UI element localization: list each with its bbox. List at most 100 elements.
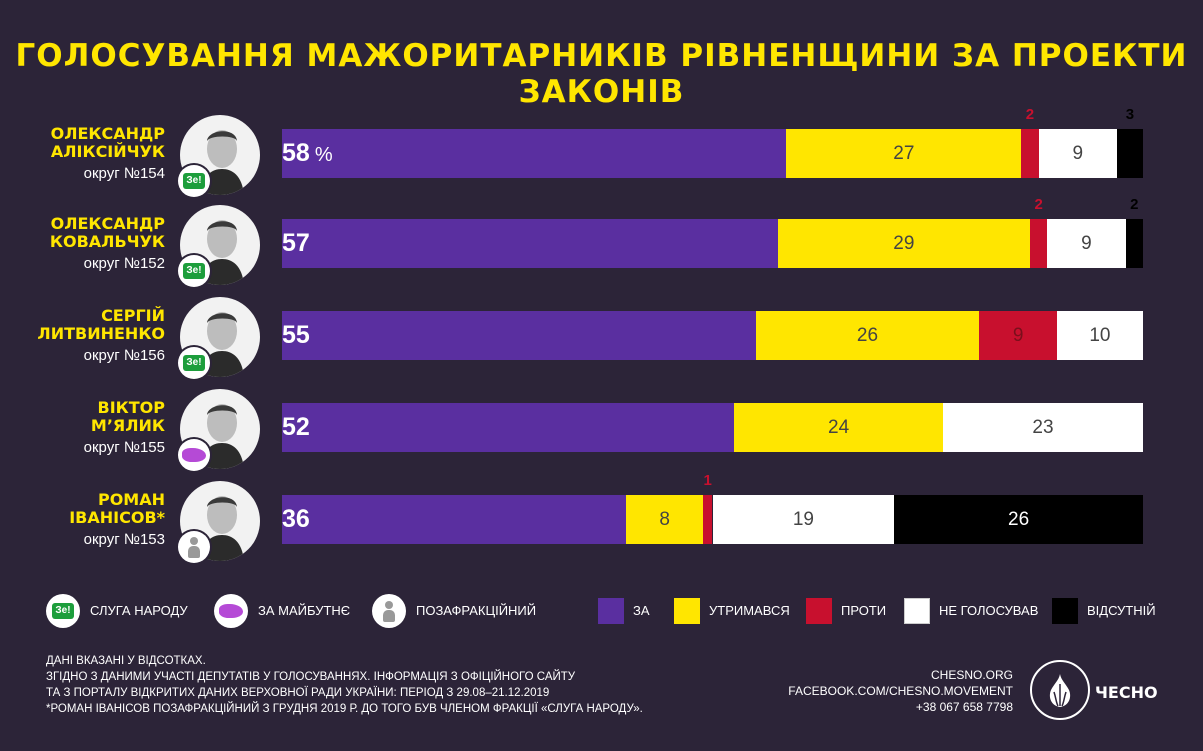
percent-sign: % bbox=[314, 144, 333, 166]
bar-segment-for bbox=[282, 129, 787, 178]
servant-of-people-icon: Зе! bbox=[46, 594, 80, 628]
deputy-row: РОМАН ІВАНІСОВ* округ №153 36 8 1 19 26 bbox=[0, 472, 1203, 571]
legend-vote-absent: ВІДСУТНІЙ bbox=[1087, 603, 1156, 618]
deputy-last-name: ІВАНІСОВ* bbox=[69, 508, 165, 527]
legend-swatch-against bbox=[806, 598, 832, 624]
bar-segment-against bbox=[1021, 129, 1039, 178]
footer-note: ТА З ПОРТАЛУ ВІДКРИТИХ ДАНИХ ВЕРХОВНОЇ Р… bbox=[46, 687, 550, 699]
bar-label-not-voted: 9 bbox=[1081, 233, 1092, 254]
deputy-first-name: РОМАН bbox=[97, 490, 165, 509]
deputy-name: РОМАН ІВАНІСОВ* bbox=[20, 491, 165, 527]
bar-segment-not-voted bbox=[942, 403, 1143, 452]
bar-segment-absent bbox=[894, 495, 1143, 544]
footer-note: ДАНІ ВКАЗАНІ У ВІДСОТКАХ. bbox=[46, 655, 206, 667]
bar-label-for: 55 bbox=[282, 311, 310, 360]
legend-vote-abstain: УТРИМАВСЯ bbox=[709, 603, 790, 618]
legend-swatch-abstain bbox=[674, 598, 700, 624]
deputy-district: округ №155 bbox=[83, 439, 165, 456]
deputy-last-name: М’ЯЛИК bbox=[90, 416, 165, 435]
deputy-photo bbox=[180, 205, 260, 285]
servant-of-people-badge-icon: Зе! bbox=[178, 347, 210, 379]
bar-segment-not-voted bbox=[1047, 219, 1126, 268]
bar-segment-abstain bbox=[777, 219, 1030, 268]
legend-swatch-for bbox=[598, 598, 624, 624]
bar-segment-against bbox=[979, 311, 1057, 360]
footer-note: *РОМАН ІВАНІСОВ ПОЗАФРАКЦІЙНИЙ З ГРУДНЯ … bbox=[46, 703, 643, 715]
legend-swatch-not-voted bbox=[904, 598, 930, 624]
legend-vote-against: ПРОТИ bbox=[841, 603, 887, 618]
bar-segment-abstain bbox=[755, 311, 980, 360]
bar-label-abstain: 27 bbox=[893, 143, 915, 164]
deputy-last-name: ЛИТВИНЕНКО bbox=[37, 324, 165, 343]
stacked-bar: 36 8 1 19 26 bbox=[282, 472, 1143, 544]
deputy-row: ОЛЕКСАНДР АЛІКСІЙЧУК округ №154 Зе! 58% 27 2 9 3 bbox=[0, 106, 1203, 205]
ze-badge: Зе! bbox=[52, 603, 74, 619]
bar-label-against: 1 bbox=[703, 472, 712, 489]
footer-note: ЗГІДНО З ДАНИМИ УЧАСТІ ДЕПУТАТІВ У ГОЛОС… bbox=[46, 671, 576, 683]
deputy-name: СЕРГІЙ ЛИТВИНЕНКО bbox=[20, 307, 165, 343]
bar-label-absent: 3 bbox=[1125, 106, 1135, 123]
deputy-name: ВІКТОР М’ЯЛИК bbox=[20, 399, 165, 435]
bar-label-for: 36 bbox=[282, 495, 310, 544]
bar-segment-for bbox=[282, 219, 778, 268]
deputy-row: ОЛЕКСАНДР КОВАЛЬЧУК округ №152 Зе! 57 29 2 9 2 bbox=[0, 196, 1203, 295]
bar-segment-abstain bbox=[786, 129, 1022, 178]
bar-label-for: 58% bbox=[282, 129, 333, 178]
ze-badge: Зе! bbox=[183, 263, 205, 279]
legend-faction-independent: ПОЗАФРАКЦІЙНИЙ bbox=[416, 603, 537, 618]
deputy-district: округ №154 bbox=[83, 165, 165, 182]
bar-label-absent: 26 bbox=[1008, 509, 1030, 530]
footer-contacts: CHESNO.ORG FACEBOOK.COM/CHESNO.MOVEMENT … bbox=[788, 667, 1013, 715]
legend-vote-not-voted: НЕ ГОЛОСУВАВ bbox=[939, 603, 1039, 618]
deputy-district: округ №152 bbox=[83, 255, 165, 272]
bar-segment-for bbox=[282, 403, 735, 452]
facebook-link[interactable]: FACEBOOK.COM/CHESNO.MOVEMENT bbox=[788, 684, 1013, 698]
ukraine-map-badge-icon bbox=[178, 439, 210, 471]
deputy-district: округ №156 bbox=[83, 347, 165, 364]
brand-name: ЧЕСНО bbox=[1095, 683, 1158, 702]
bar-label-against: 2 bbox=[1025, 106, 1035, 123]
legend-vote-for: ЗА bbox=[633, 603, 650, 618]
legend-faction-ze: СЛУГА НАРОДУ bbox=[90, 603, 188, 618]
bar-segment-not-voted bbox=[1056, 311, 1143, 360]
bar-label-not-voted: 10 bbox=[1089, 325, 1111, 346]
bar-segment-against bbox=[702, 495, 713, 544]
servant-of-people-badge-icon: Зе! bbox=[178, 165, 210, 197]
deputy-first-name: ВІКТОР bbox=[97, 398, 165, 417]
bar-segment-not-voted bbox=[712, 495, 895, 544]
bar-label-not-voted: 23 bbox=[1032, 417, 1054, 438]
bar-segment-abstain bbox=[626, 495, 703, 544]
value-text: 55 bbox=[282, 321, 310, 349]
deputy-photo bbox=[180, 297, 260, 377]
deputy-name: ОЛЕКСАНДР АЛІКСІЙЧУК bbox=[20, 125, 165, 161]
stacked-bar: 55 26 9 10 bbox=[282, 311, 1143, 360]
deputy-row: ВІКТОР М’ЯЛИК округ №155 52 24 23 bbox=[0, 389, 1203, 479]
value-text: 52 bbox=[282, 413, 310, 441]
bar-label-for: 52 bbox=[282, 403, 310, 452]
bar-segment-for bbox=[282, 495, 627, 544]
bar-label-abstain: 29 bbox=[893, 233, 915, 254]
value-text: 57 bbox=[282, 229, 310, 257]
stacked-bar: 58% 27 2 9 3 bbox=[282, 106, 1143, 178]
footer-notes: ДАНІ ВКАЗАНІ У ВІДСОТКАХ. ЗГІДНО З ДАНИМ… bbox=[46, 653, 643, 717]
bar-label-for: 57 bbox=[282, 219, 310, 268]
ze-badge: Зе! bbox=[183, 355, 205, 371]
chart-title: ГОЛОСУВАННЯ МАЖОРИТАРНИКІВ РІВНЕНЩИНИ ЗА… bbox=[15, 38, 1188, 110]
person-badge-icon bbox=[178, 531, 210, 563]
bar-segment-absent bbox=[1116, 129, 1143, 178]
bar-label-absent: 2 bbox=[1130, 196, 1139, 213]
bar-segment-for bbox=[282, 311, 756, 360]
deputy-last-name: КОВАЛЬЧУК bbox=[49, 232, 165, 251]
deputy-first-name: ОЛЕКСАНДР bbox=[50, 124, 165, 143]
deputy-first-name: ОЛЕКСАНДР bbox=[50, 214, 165, 233]
value-text: 58 bbox=[282, 139, 310, 167]
value-text: 36 bbox=[282, 505, 310, 533]
person-icon bbox=[372, 594, 406, 628]
bar-segment-against bbox=[1029, 219, 1048, 268]
bar-label-abstain: 8 bbox=[659, 509, 670, 530]
site-link[interactable]: CHESNO.ORG bbox=[930, 668, 1013, 682]
bar-label-against: 2 bbox=[1034, 196, 1043, 213]
bar-label-abstain: 26 bbox=[856, 325, 879, 346]
ze-badge: Зе! bbox=[183, 173, 205, 189]
bar-segment-absent bbox=[1125, 219, 1143, 268]
